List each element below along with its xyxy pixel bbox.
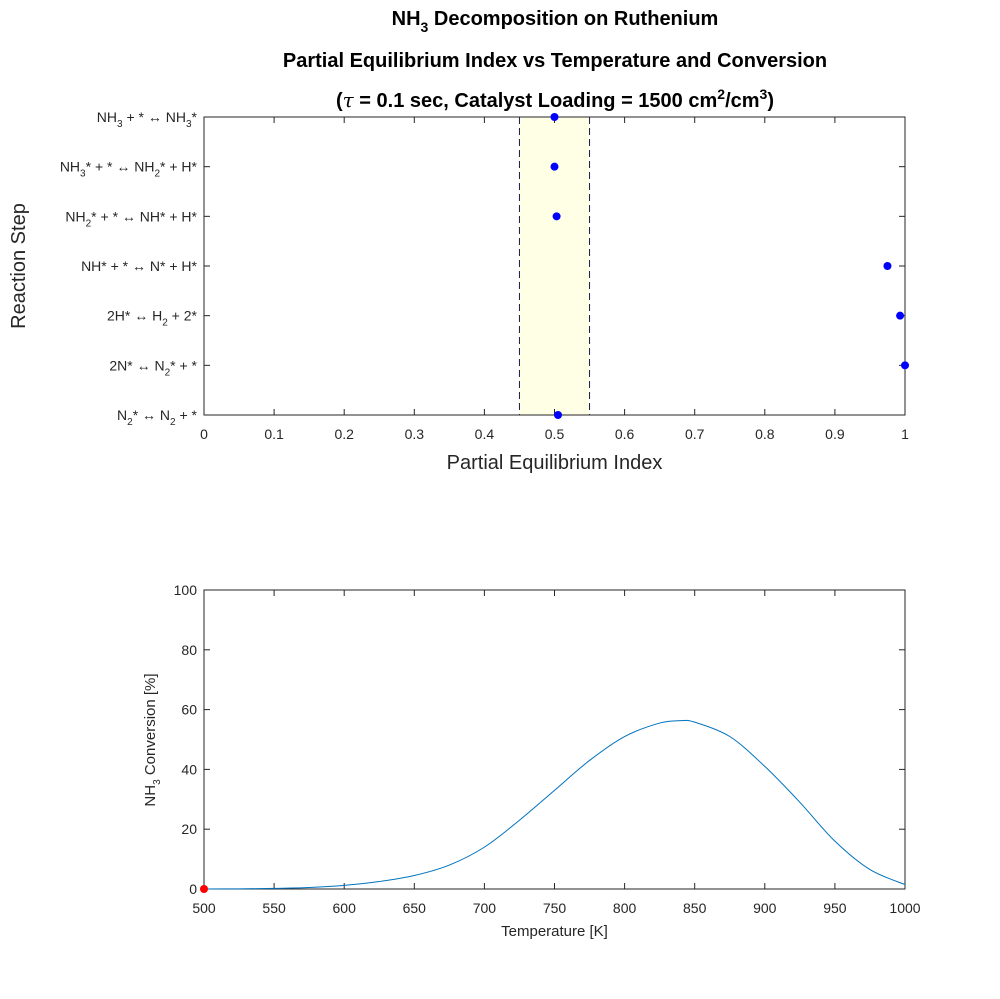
x-tick-label: 0.7 [685, 426, 705, 442]
x-tick-label: 750 [543, 900, 567, 916]
y-axis-ticks: NH3 + * ↔ NH3* NH3* + * ↔ NH2* + H* NH2* +… [60, 109, 905, 428]
conversion-plot: 500 550 600 650 700 750 800 850 900 950 1000 0 20 40… [142, 582, 921, 940]
x-tick-label: 800 [613, 900, 637, 916]
data-point [552, 212, 561, 221]
x-tick-label: 550 [262, 900, 286, 916]
x-tick-label: 950 [823, 900, 847, 916]
y-tick-label: 0 [189, 881, 197, 897]
x-tick-label: 1 [901, 426, 909, 442]
reaction-step-label: 2H* ↔ H2 + 2* [107, 308, 198, 329]
current-temperature-marker [200, 885, 208, 893]
x-tick-label: 0.8 [755, 426, 775, 442]
y-axis-label: Reaction Step [8, 203, 30, 329]
x-axis-ticks: 0 0.1 0.2 0.3 0.4 0.5 0.6 0.7 0.8 0.9 1 [200, 117, 909, 442]
y-tick-label: 40 [181, 761, 197, 777]
data-point [901, 361, 909, 370]
x-tick-label: 0.3 [405, 426, 425, 442]
equilibrium-band [519, 117, 590, 415]
x-tick-label: 0.4 [475, 426, 495, 442]
reaction-step-label: NH* + * ↔ N* + H* [81, 258, 197, 274]
x-axis-label: Temperature [K] [501, 923, 608, 940]
reaction-step-label: NH3* + * ↔ NH2* + H* [60, 159, 198, 180]
reaction-step-label: 2N* ↔ N2* + * [109, 357, 197, 378]
data-point [883, 262, 892, 270]
x-axis-label: Partial Equilibrium Index [447, 452, 663, 474]
y-tick-label: 60 [181, 702, 197, 718]
x-tick-label: 0.9 [825, 426, 845, 442]
figure-title: NH3 Decomposition on Ruthenium Partial E… [283, 8, 827, 112]
y-tick-label: 20 [181, 821, 197, 837]
reaction-step-label: NH3 + * ↔ NH3* [97, 109, 198, 130]
x-tick-label: 0 [200, 426, 208, 442]
y-tick-label: 80 [181, 642, 197, 658]
x-axis-ticks: 500 550 600 650 700 750 800 850 900 950 1000 [192, 590, 921, 916]
title-line-3: (τ = 0.1 sec, Catalyst Loading = 1500 cm… [336, 86, 774, 112]
title-line-1: NH3 Decomposition on Ruthenium [392, 8, 719, 35]
data-point [550, 162, 559, 171]
x-tick-label: 0.5 [545, 426, 565, 442]
reaction-step-label: N2* ↔ N2 + * [117, 407, 198, 428]
x-tick-label: 1000 [889, 900, 920, 916]
x-tick-label: 0.2 [334, 426, 354, 442]
reaction-step-label: NH2* + * ↔ NH* + H* [65, 208, 197, 229]
x-tick-label: 500 [192, 900, 216, 916]
x-tick-label: 850 [683, 900, 707, 916]
data-point [554, 411, 563, 419]
data-points [550, 113, 909, 419]
title-line-2: Partial Equilibrium Index vs Temperature… [283, 50, 827, 72]
y-axis-ticks: 0 20 40 60 80 100 [174, 582, 905, 897]
conversion-line [203, 719, 906, 890]
x-tick-label: 900 [753, 900, 777, 916]
x-tick-label: 650 [403, 900, 427, 916]
data-point [550, 113, 559, 121]
plot-frame [203, 589, 906, 890]
x-tick-label: 0.6 [615, 426, 635, 442]
data-point [896, 311, 905, 320]
x-tick-label: 600 [333, 900, 357, 916]
partial-equilibrium-plot: 0 0.1 0.2 0.3 0.4 0.5 0.6 0.7 0.8 0.9 1 NH3 + * ↔ … [8, 109, 909, 474]
y-tick-label: 100 [174, 582, 198, 598]
x-tick-label: 700 [473, 900, 497, 916]
x-tick-label: 0.1 [264, 426, 284, 442]
y-axis-label: NH3 Conversion [%] [142, 673, 163, 806]
